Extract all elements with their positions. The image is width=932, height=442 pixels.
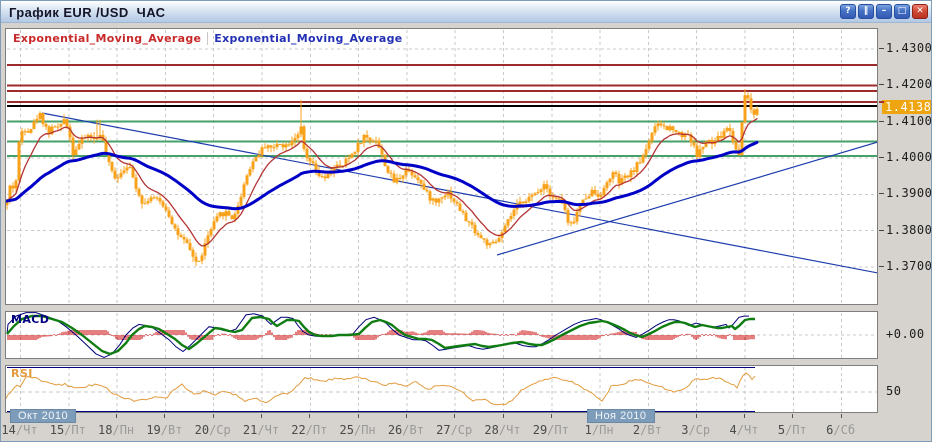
price-tick (879, 157, 884, 158)
date-label: 6/Сб (826, 423, 855, 437)
date-tick (261, 414, 262, 418)
current-price-badge: 1.4138 (882, 100, 932, 114)
macd-panel[interactable] (5, 311, 878, 359)
indicator-legend: Exponential_Moving_AverageExponential_Mo… (13, 32, 403, 45)
chart-window: График EUR /USD ЧАС ?‖–□✕ Exponential_Mo… (0, 0, 932, 442)
date-label: 15/Пт (50, 423, 86, 437)
price-tick (879, 230, 884, 231)
price-tick (879, 84, 884, 85)
macd-label: MACD (11, 313, 49, 326)
date-tick (309, 414, 310, 418)
candlesticks (6, 89, 759, 266)
level-price-tick (879, 101, 884, 103)
rsi-canvas[interactable] (6, 366, 877, 412)
price-label: 1.3900 (886, 186, 932, 200)
date-label: 25/Пн (340, 423, 376, 437)
price-label: 1.4200 (886, 77, 932, 91)
legend-ema-fast[interactable]: Exponential_Moving_Average (13, 32, 208, 45)
date-label: 19/Вт (146, 423, 182, 437)
macd-zero-label: +0.00 (886, 327, 925, 341)
month-badge: Ноя 2010 (587, 409, 655, 423)
help-button[interactable]: ? (840, 4, 856, 19)
date-tick (164, 414, 165, 418)
date-tick (551, 414, 552, 418)
price-label: 1.4000 (886, 150, 932, 164)
price-tick (879, 48, 884, 49)
rsi-panel[interactable] (5, 365, 878, 413)
date-tick (792, 414, 793, 418)
ema-fast-line[interactable] (7, 119, 757, 246)
date-label: 28/Чт (484, 423, 520, 437)
pause-button[interactable]: ‖ (858, 4, 874, 19)
main-chart-panel[interactable] (5, 28, 878, 305)
main-grid (7, 30, 877, 304)
date-label: 26/Вт (388, 423, 424, 437)
price-tick (879, 193, 884, 194)
rsi-line[interactable] (6, 373, 755, 405)
date-label: 14/Чт (1, 423, 37, 437)
date-tick (841, 414, 842, 418)
date-label: 2/Вт (633, 423, 662, 437)
window-title: График EUR /USD ЧАС (9, 5, 165, 20)
price-tick (879, 121, 884, 122)
date-label: 20/Ср (195, 423, 231, 437)
date-label: 21/Чт (243, 423, 279, 437)
date-tick (116, 414, 117, 418)
macd-canvas[interactable] (6, 312, 877, 358)
month-badge: Окт 2010 (10, 409, 76, 423)
date-tick (358, 414, 359, 418)
date-label: 18/Пн (98, 423, 134, 437)
rsi-level-label: 50 (886, 384, 901, 398)
titlebar[interactable]: График EUR /USD ЧАС ?‖–□✕ (1, 1, 932, 23)
date-tick (213, 414, 214, 418)
date-label: 4/Чт (730, 423, 759, 437)
date-axis[interactable]: 14/Чт 15/Пт 18/Пн 19/Вт 20/Ср 21/Чт 22/Пт 25/Пн… (1, 414, 932, 442)
price-tick (879, 266, 884, 267)
date-label: 5/Пт (778, 423, 807, 437)
date-tick (406, 414, 407, 418)
date-label: 1/Пн (585, 423, 614, 437)
date-label: 29/Пт (533, 423, 569, 437)
date-label: 27/Ср (436, 423, 472, 437)
price-label: 1.4100 (886, 114, 932, 128)
date-label: 22/Пт (291, 423, 327, 437)
price-label: 1.3700 (886, 259, 932, 273)
legend-ema-slow[interactable]: Exponential_Moving_Average (208, 32, 402, 45)
date-tick (454, 414, 455, 418)
date-tick (744, 414, 745, 418)
price-chart-canvas[interactable] (6, 29, 877, 304)
date-tick (503, 414, 504, 418)
trendlines[interactable] (42, 113, 877, 273)
date-tick (696, 414, 697, 418)
rsi-label: RSI (11, 367, 33, 380)
price-label: 1.4300 (886, 41, 932, 55)
price-axis[interactable]: 1.4138 +0.00 50 1.4300 1.4200 1.4100 1.4000… (879, 1, 932, 442)
date-label: 3/Ср (681, 423, 710, 437)
price-label: 1.3800 (886, 223, 932, 237)
